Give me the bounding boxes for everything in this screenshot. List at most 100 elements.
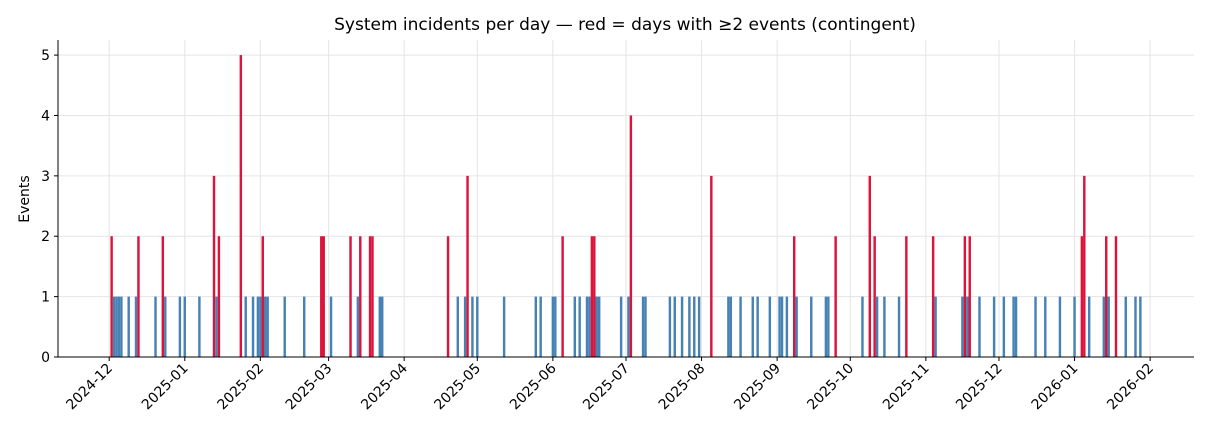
- x-tick-label: 2025-05: [431, 361, 484, 414]
- bar: [259, 296, 262, 357]
- x-tick-label: 2025-03: [283, 361, 336, 414]
- bar: [215, 296, 218, 357]
- bar-contingent: [137, 236, 140, 357]
- bar: [178, 296, 182, 357]
- bar-contingent: [320, 236, 323, 357]
- bar: [756, 296, 759, 357]
- bar: [875, 296, 879, 357]
- bar: [597, 296, 601, 357]
- bar-contingent: [446, 236, 450, 357]
- bar: [251, 296, 255, 357]
- bar: [693, 296, 696, 357]
- bar: [785, 296, 789, 357]
- bar: [697, 296, 701, 357]
- y-axis-label: Events: [17, 175, 33, 222]
- bar-contingent: [963, 236, 967, 357]
- bar: [256, 296, 260, 357]
- y-tick-label: 2: [41, 229, 50, 245]
- bar: [727, 296, 730, 357]
- bar: [356, 296, 360, 357]
- bar-contingent: [905, 236, 908, 357]
- bar: [668, 296, 672, 357]
- bar: [1087, 296, 1091, 357]
- bar: [1014, 296, 1018, 357]
- bar-contingent: [868, 175, 871, 357]
- bar: [810, 296, 813, 357]
- bar: [1134, 296, 1137, 357]
- bar-contingent: [239, 55, 243, 357]
- bar: [329, 296, 333, 357]
- bar: [966, 296, 969, 357]
- bar: [476, 296, 479, 357]
- bar: [134, 296, 138, 357]
- bar: [578, 296, 581, 357]
- bar: [992, 296, 996, 357]
- bar-contingent: [322, 236, 325, 357]
- bar: [751, 296, 754, 357]
- bar: [644, 296, 647, 357]
- bar: [502, 296, 506, 357]
- bar: [1002, 296, 1006, 357]
- bar: [554, 296, 557, 357]
- bar-contingent: [359, 236, 362, 357]
- bar: [1034, 296, 1037, 357]
- grid: [58, 40, 1194, 358]
- bar: [768, 296, 772, 357]
- bar: [463, 296, 467, 357]
- bars: [110, 55, 1142, 357]
- bar: [534, 296, 538, 357]
- bar-contingent: [710, 175, 713, 357]
- bar: [619, 296, 623, 357]
- bar: [739, 296, 742, 357]
- bar: [115, 296, 118, 357]
- x-tick-label: 2025-07: [580, 361, 633, 414]
- bar-contingent: [834, 236, 837, 357]
- bar-contingent: [261, 236, 264, 357]
- bar: [112, 296, 116, 357]
- x-tick-label: 2025-11: [880, 361, 933, 414]
- bar-contingent: [1105, 236, 1108, 357]
- bar: [198, 296, 201, 357]
- bar: [381, 296, 384, 357]
- bar: [585, 296, 589, 357]
- bar-contingent: [371, 236, 374, 357]
- bar-contingent: [1083, 175, 1086, 357]
- bar: [263, 296, 267, 357]
- bar: [688, 296, 691, 357]
- x-tick-label: 2025-12: [953, 361, 1006, 414]
- bar: [1073, 296, 1076, 357]
- bar: [1012, 296, 1015, 357]
- bar: [244, 296, 247, 357]
- bar-contingent: [590, 236, 594, 357]
- chart-title: System incidents per day — red = days wi…: [334, 15, 916, 35]
- bar: [539, 296, 542, 357]
- x-tick-label: 2025-10: [804, 361, 857, 414]
- y-tick-label: 1: [41, 290, 50, 306]
- x-tick-label: 2026-02: [1104, 361, 1157, 414]
- bar: [120, 296, 123, 357]
- bar: [1139, 296, 1142, 357]
- bar-contingent: [1080, 236, 1084, 357]
- bar: [934, 296, 937, 357]
- x-tick-label: 2026-01: [1029, 361, 1082, 414]
- bar: [827, 296, 830, 357]
- bar: [1058, 296, 1062, 357]
- x-tick-label: 2025-01: [139, 361, 192, 414]
- bar-contingent: [561, 236, 564, 357]
- x-tick-label: 2025-04: [358, 360, 411, 413]
- bar: [302, 296, 306, 357]
- x-tick-label: 2025-06: [507, 360, 560, 413]
- bar: [978, 296, 981, 357]
- bar: [551, 296, 555, 357]
- y-tick-label: 3: [41, 169, 50, 185]
- bar: [378, 296, 382, 357]
- bar: [1124, 296, 1127, 357]
- bar-contingent: [368, 236, 372, 357]
- bar: [780, 296, 784, 357]
- bar: [595, 296, 598, 357]
- bar: [471, 296, 474, 357]
- bar-contingent: [217, 236, 221, 357]
- bar: [1102, 296, 1106, 357]
- bar: [627, 296, 630, 357]
- bar: [729, 296, 733, 357]
